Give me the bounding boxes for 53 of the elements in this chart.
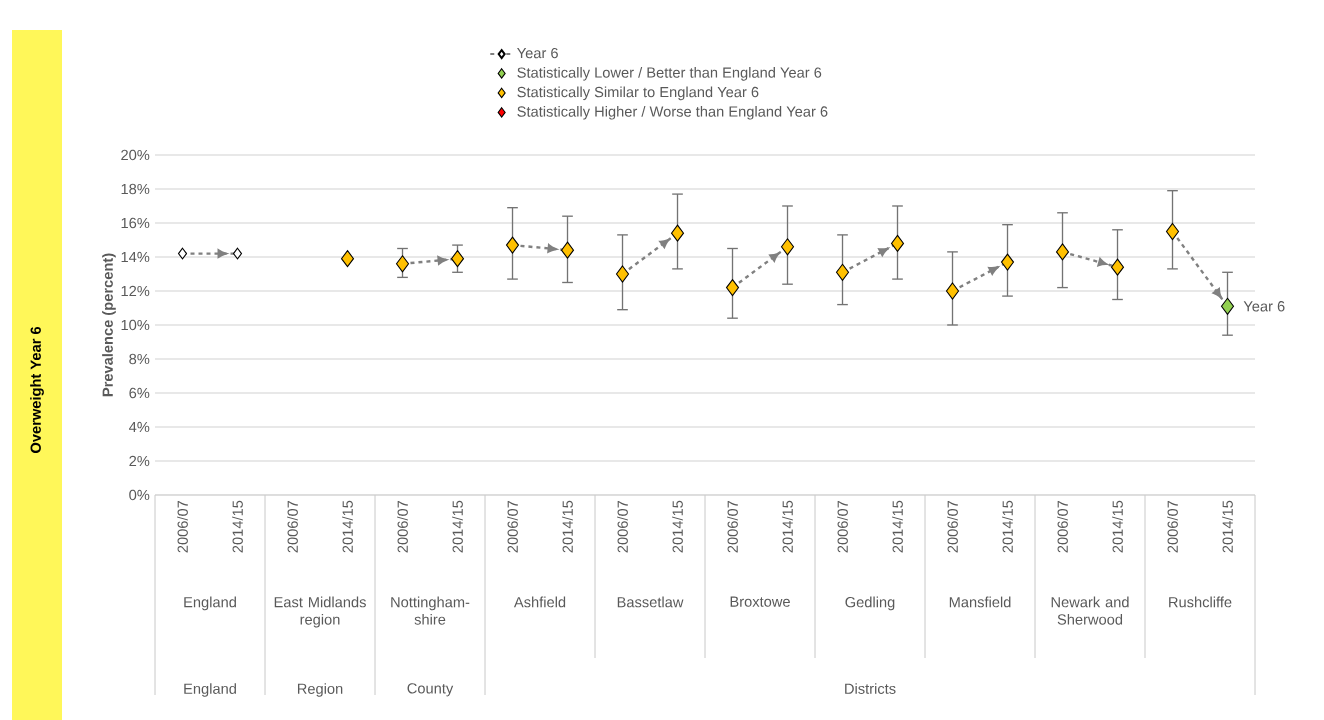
y-tick-label: 18% — [121, 183, 150, 195]
legend-label: Statistically Lower / Better than England Year 6 — [517, 66, 822, 81]
x-tick-label: 2006/07 — [727, 500, 738, 553]
x-tick-label: 2006/07 — [617, 500, 628, 553]
x-tick-label: 2014/15 — [672, 500, 683, 553]
x-tick-label: 2014/15 — [892, 500, 903, 553]
text: East Midlands region — [274, 596, 366, 628]
text: Newark and Sherwood — [1051, 596, 1129, 625]
point — [340, 250, 355, 268]
y-tick-label: 16% — [121, 217, 150, 229]
text: Overweight Year 6 — [30, 326, 44, 453]
x-tick-label: 2006/07 — [397, 500, 408, 553]
text: Ashfield — [513, 596, 566, 608]
legend-label: Statistically Higher / Worse than England Year 6 — [517, 105, 828, 120]
x-tick-label: 2006/07 — [1167, 500, 1178, 553]
x-tick-label: 2014/15 — [1112, 500, 1123, 553]
y-tick-label: 8% — [129, 353, 150, 365]
text: Mansfield — [949, 596, 1011, 608]
x-tick-label: 2014/15 — [782, 500, 793, 553]
x-tick-label: 2006/07 — [177, 500, 188, 553]
text: Nottingham-shire — [391, 596, 470, 625]
x-tick-label: 2014/15 — [1222, 500, 1233, 553]
x-tick-label: 2014/15 — [562, 500, 573, 553]
x-tick-label: 2014/15 — [452, 500, 463, 553]
y-tick-label: 20% — [121, 149, 150, 161]
text: Region — [297, 683, 343, 697]
x-tick-label: 2006/07 — [507, 500, 518, 553]
text: England — [184, 683, 236, 697]
x-tick-label: 2006/07 — [947, 500, 958, 553]
y-tick-label: 4% — [128, 421, 150, 433]
text: Bassetlaw — [617, 596, 684, 608]
x-tick-label: 2006/07 — [287, 500, 298, 553]
text: Year 6 — [1243, 301, 1285, 312]
y-tick-label: 14% — [121, 251, 150, 263]
y-axis-title: Prevalence (percent) — [102, 253, 116, 397]
legend-label: Year 6 — [517, 47, 558, 59]
legend-label: Statistically Similar to England Year 6 — [517, 86, 759, 101]
y-tick-label: 6% — [129, 387, 150, 399]
text: Gedling — [845, 596, 895, 611]
x-tick-label: 2014/15 — [232, 500, 243, 553]
x-tick-label: 2014/15 — [342, 500, 353, 553]
y-tick-label: 0% — [129, 489, 150, 501]
text: Districts — [845, 683, 896, 694]
x-tick-label: 2014/15 — [1002, 500, 1013, 553]
x-tick-label: 2006/07 — [1057, 500, 1068, 553]
y-tick-label: 2% — [129, 455, 150, 467]
y-tick-label: 10% — [121, 319, 150, 331]
text: County — [407, 683, 454, 697]
y-tick-label: 12% — [121, 285, 150, 297]
text: Rushcliffe — [1169, 596, 1232, 608]
text: Broxtowe — [730, 596, 790, 607]
x-tick-label: 2006/07 — [837, 500, 848, 553]
text: England — [184, 596, 236, 611]
